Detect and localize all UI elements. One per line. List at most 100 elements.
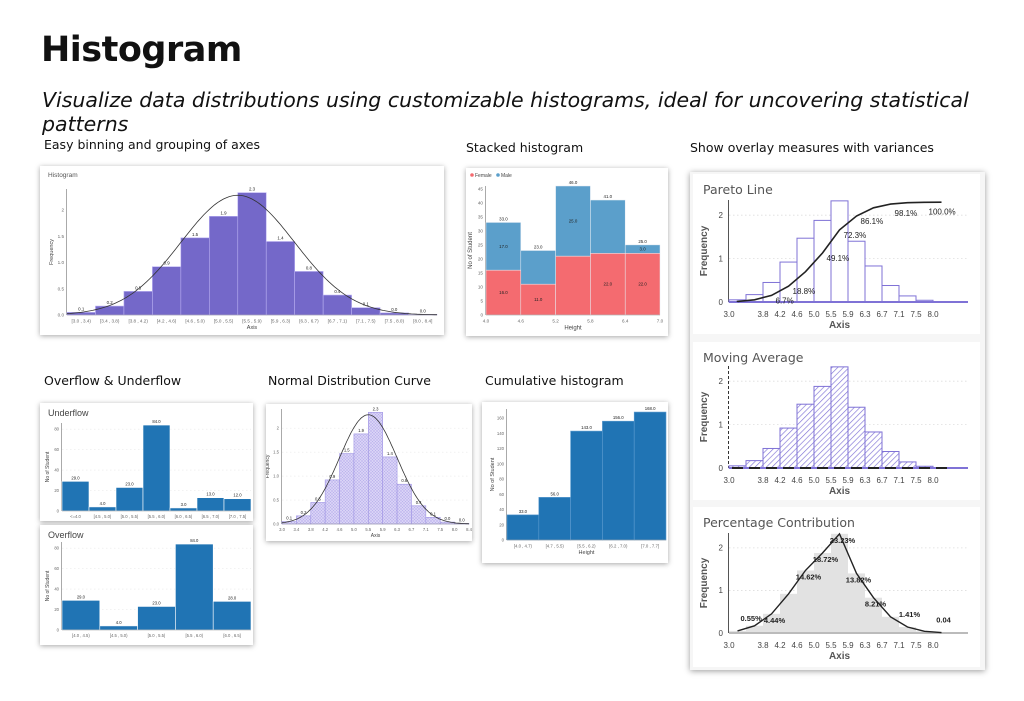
y-tick-label: 40 (54, 468, 59, 473)
y-tick-label: 2 (719, 544, 724, 553)
segment-label: 11.0 (534, 297, 543, 302)
x-tick-label: 5.0 (808, 641, 820, 650)
histogram-bar (61, 481, 90, 512)
x-tick-label: [6.0 , 6.5] (223, 633, 240, 638)
x-tick-label: 6.7 (876, 310, 888, 319)
x-tick-label: 8.4 (466, 527, 472, 532)
data-label: 0.0 (420, 308, 427, 313)
y-tick-label: 60 (499, 492, 504, 497)
data-label: 0.1 (363, 302, 370, 307)
histogram-bar (633, 411, 667, 541)
histogram-bar (382, 456, 398, 525)
section-label-stacked: Stacked histogram (466, 140, 584, 155)
segment-label: 22.0 (638, 282, 647, 287)
x-tick-label: [6.3 , 6.7) (299, 319, 319, 324)
percentage-label: 14.62% (796, 572, 822, 581)
y-tick-label: 0 (719, 298, 724, 307)
y-tick-label: 0.5 (58, 286, 65, 291)
y-tick-label: 2 (61, 208, 64, 213)
chart-title: Underflow (48, 408, 89, 418)
x-tick-label: [3.0 , 3.4) (72, 319, 92, 324)
x-tick-label: 5.5 (365, 527, 371, 532)
data-label: 0.2 (107, 300, 114, 305)
pareto-panel: 0 1 2 3.0 3.8 4.2 4.6 5.0 5.5 5.9 6.3 6.7 7.1 7.5 8.0 A… (693, 174, 980, 334)
y-tick-label: 0 (57, 508, 60, 513)
x-tick-label: [5.9 , 6.3) (271, 319, 291, 324)
x-tick-label: 4.6 (791, 310, 803, 319)
y-tick-label: 1.0 (273, 474, 279, 479)
percentage-line (737, 532, 942, 634)
moving-average-panel: 0 1 2 3.0 3.8 4.2 4.6 5.0 5.5 5.9 6.3 6.7 7.1 7.5 8.0 A… (693, 342, 980, 500)
x-tick-label: [4.6 , 5.0) (185, 319, 205, 324)
pareto-label: 98.1% (895, 209, 918, 218)
y-tick-label: 0.5 (273, 498, 279, 503)
histogram-bar (310, 502, 326, 525)
overflow-card: 0 20 40 60 80 29.0 4.0 23.0 84.0 28.0 [4.0 , 4.5) [… (40, 525, 253, 645)
pareto-label: 72.3% (844, 231, 867, 240)
x-tick-label: 6.7 (409, 527, 415, 532)
y-tick-label: 35 (478, 214, 484, 219)
histogram-bar (881, 451, 900, 469)
data-label: 2.3 (249, 187, 256, 192)
histogram-bar (864, 265, 883, 303)
data-label: 0.8 (401, 478, 407, 483)
data-label: 84.0 (190, 538, 199, 543)
section-label-cumulative: Cumulative histogram (485, 373, 624, 388)
data-label: 1.5 (192, 232, 199, 237)
histogram-bar (142, 424, 171, 512)
x-axis-label: Axis (247, 325, 258, 331)
x-tick-label: [5.0 , 5.5) (121, 514, 139, 519)
bar-segment-male (555, 185, 591, 257)
histogram-bar (779, 427, 798, 469)
histogram-bar (570, 430, 603, 541)
y-tick-label: 0 (719, 629, 724, 638)
x-axis-label: Axis (829, 320, 851, 331)
y-tick-label: 0.0 (58, 313, 65, 318)
y-tick-label: 140 (497, 431, 505, 436)
x-tick-label: 3.8 (757, 310, 769, 319)
data-label: 168.0 (645, 406, 656, 411)
legend-label: Male (501, 173, 512, 179)
histogram-bar (882, 616, 899, 633)
y-axis-label: No of Student (45, 570, 51, 601)
x-tick-label: 5.5 (825, 310, 837, 319)
x-tick-label: [6.2 , 7.0) (609, 543, 628, 548)
segment-label: 17.0 (499, 244, 508, 249)
section-label-normal: Normal Distribution Curve (268, 373, 431, 388)
data-label: 1.5 (344, 448, 350, 453)
x-tick-label: 3.8 (757, 476, 769, 485)
y-tick-label: 10 (478, 285, 484, 290)
x-tick-label: [7.0 , 7.5] (229, 514, 246, 519)
histogram-bar (746, 625, 763, 633)
normal-curve (66, 194, 437, 316)
x-tick-label: [7.1 , 7.5) (356, 319, 376, 324)
data-label: 4.0 (100, 501, 106, 506)
percentage-contribution-panel: 0 1 2 3.0 3.8 4.2 4.6 5.0 5.5 5.9 6.3 6.7 7.1 7.5 8.0 A… (693, 507, 980, 667)
x-tick-label: 6.3 (859, 641, 871, 650)
y-tick-label: 60 (54, 566, 59, 571)
normal-curve (281, 414, 470, 525)
histogram-bar (294, 271, 324, 316)
normal-distribution-chart: 0.0 0.5 1.0 1.5 2 0.1 0.2 0.5 0.9 1.5 1.9 2.3 1.4 0.8… (266, 406, 472, 539)
legend-label: Female (475, 173, 492, 179)
y-axis-label: No of Student (45, 451, 51, 482)
histogram-bar (88, 506, 117, 512)
y-tick-label: 1 (719, 420, 724, 429)
x-tick-label: [4.7 , 5.5) (546, 543, 565, 548)
x-tick-label: 5.9 (842, 310, 854, 319)
histogram-bar (830, 366, 849, 469)
x-tick-label: [7.0 , 7.7] (641, 543, 659, 548)
x-tick-label: 4.6 (518, 319, 525, 324)
x-axis-label: Height (564, 326, 582, 332)
bar-segment-male (485, 222, 522, 271)
y-tick-label: 160 (497, 416, 505, 421)
data-label: 0.5 (135, 285, 142, 290)
percentage-label: 18.72% (813, 555, 839, 564)
y-tick-label: 0 (57, 627, 60, 632)
data-label: 0.2 (301, 510, 307, 515)
y-tick-label: 20 (54, 607, 59, 612)
percentage-label: 1.41% (899, 610, 921, 619)
x-tick-label: 5.0 (808, 310, 820, 319)
y-axis-label: Frequency (699, 225, 710, 276)
x-tick-label: [6.5 , 7.0) (202, 514, 220, 519)
